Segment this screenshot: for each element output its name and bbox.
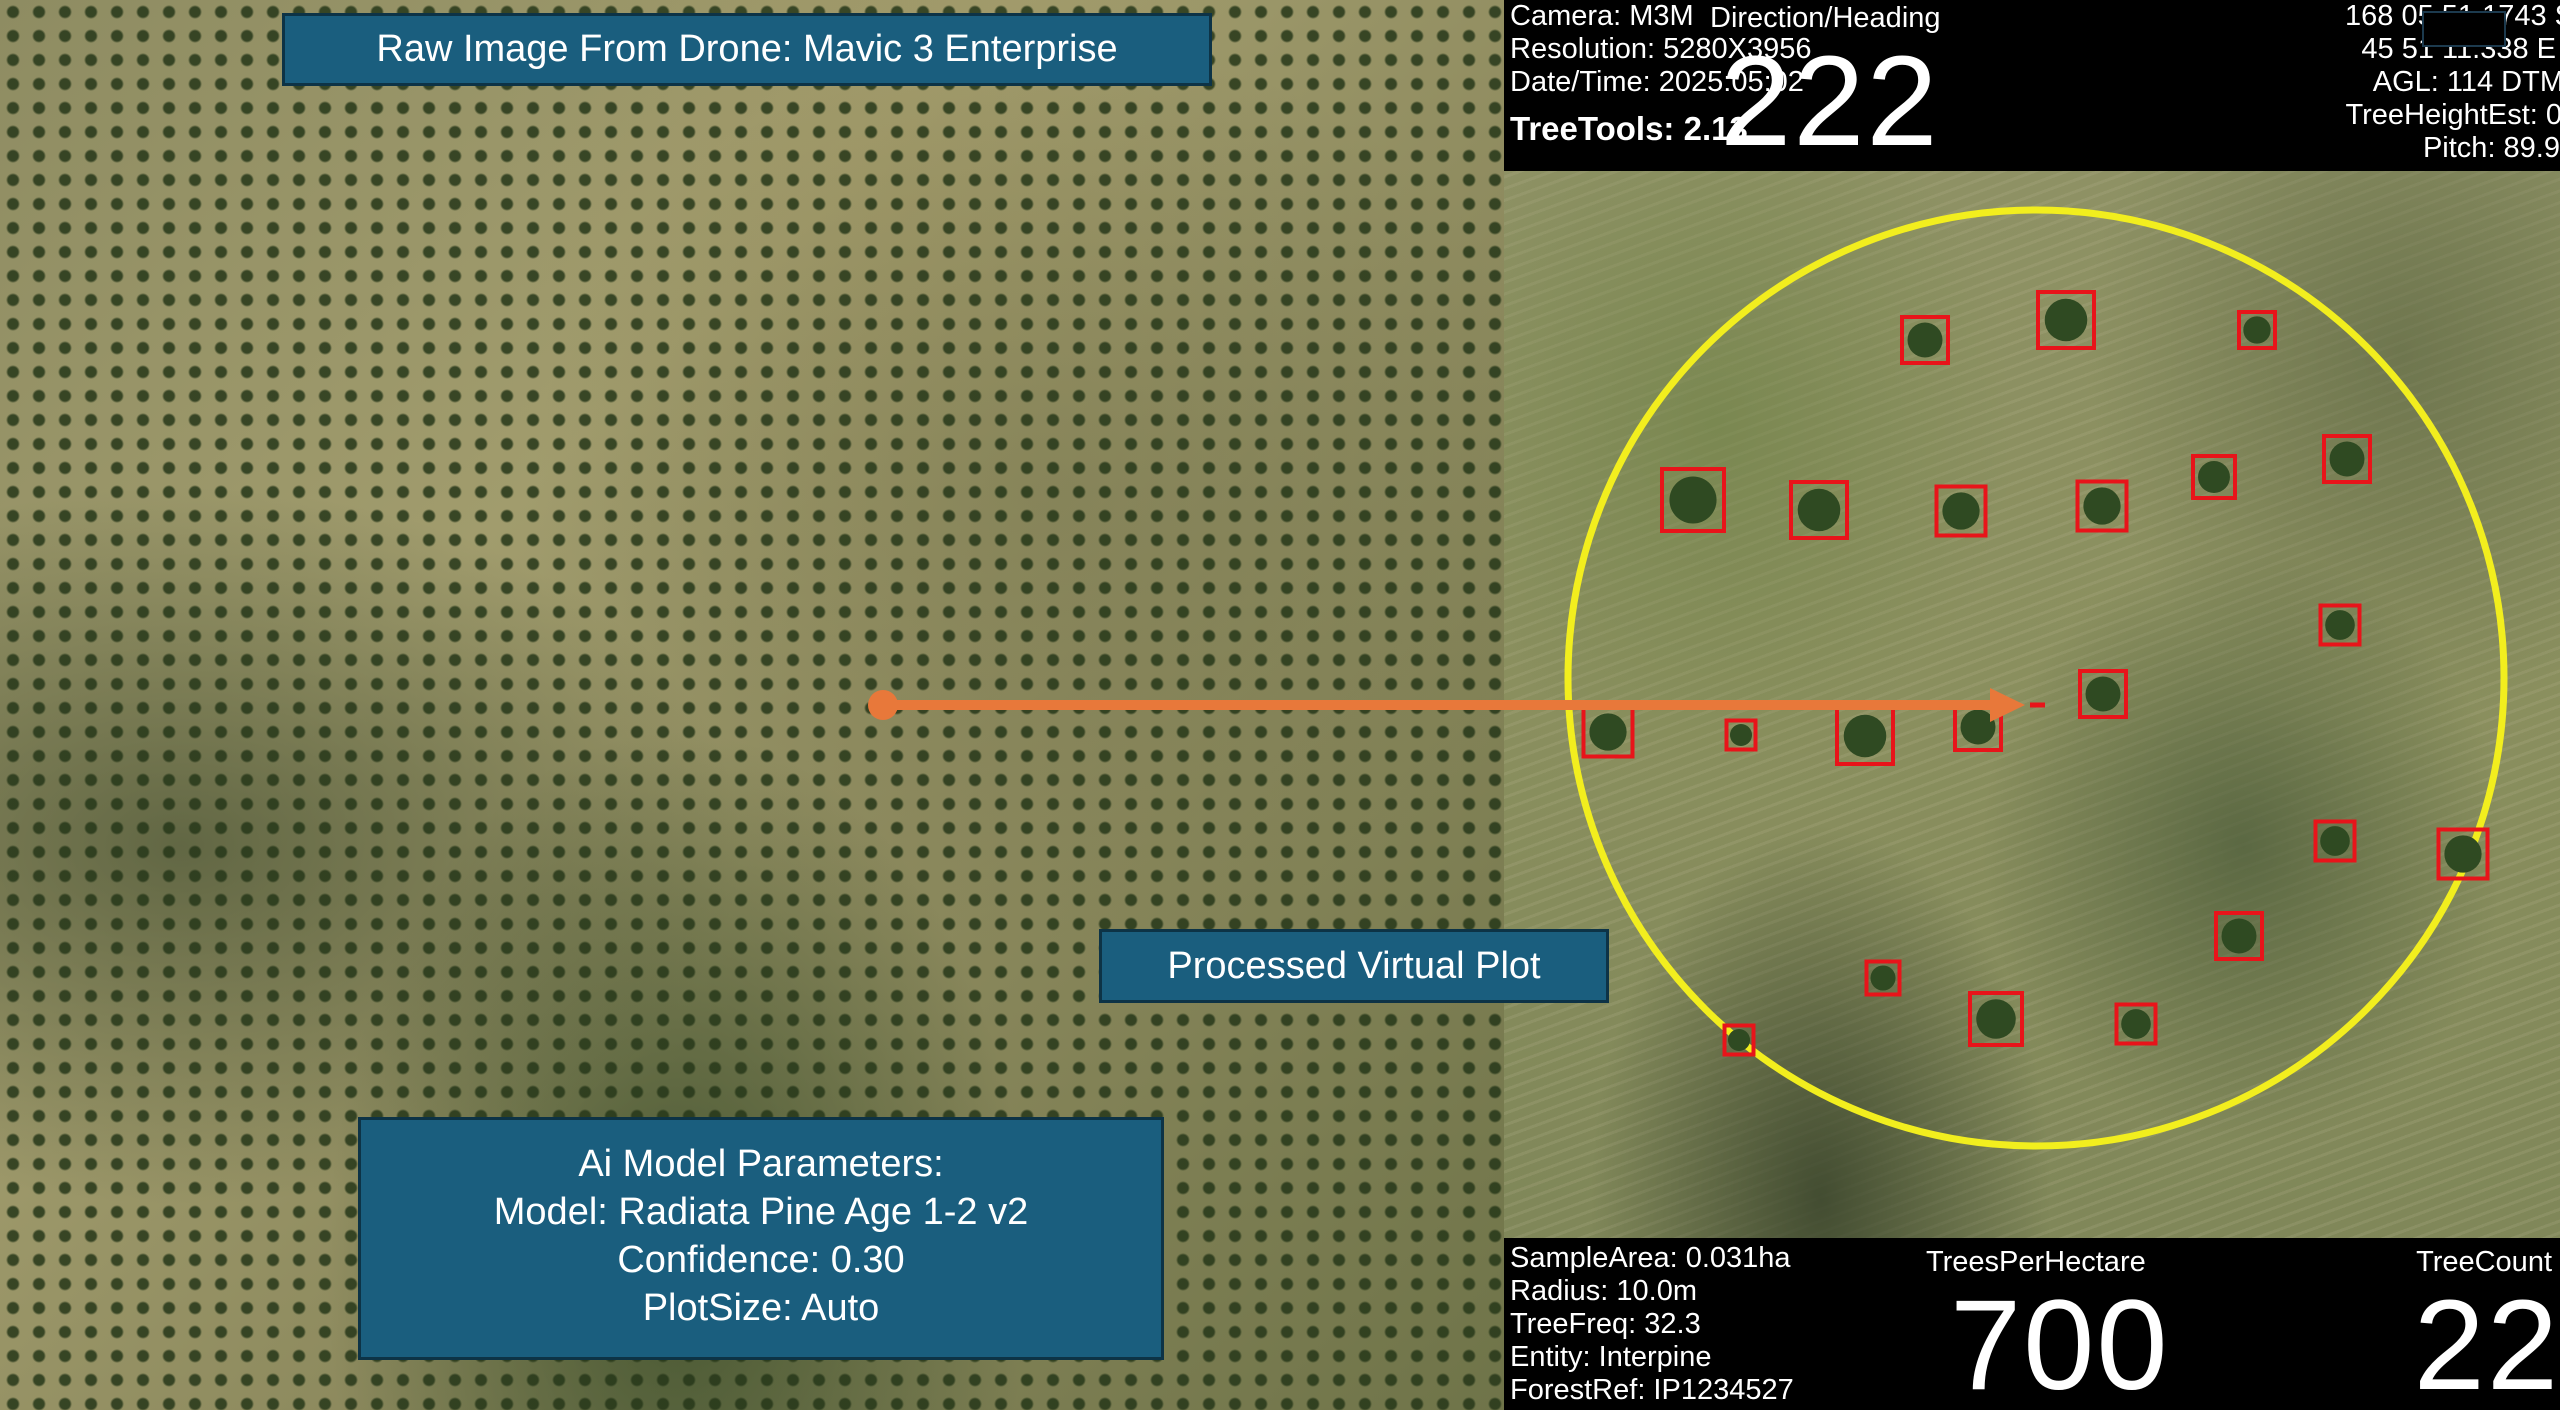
tree-crown: [2083, 487, 2121, 525]
tree-detection-box: [2075, 479, 2129, 533]
datetime: Date/Time: 2025:05:02: [1510, 66, 1804, 98]
tree-detection-box: [1864, 959, 1902, 997]
tree-crown: [2121, 1009, 2151, 1039]
forest-reference: ForestRef: IP1234527: [1510, 1374, 1794, 1406]
tree-detection-box: [2322, 434, 2372, 484]
tree-detection-box: [2114, 1002, 2158, 1046]
tree-crown: [2329, 441, 2365, 477]
tree-detection-box: [1724, 718, 1758, 752]
plot-size: PlotSize: Auto: [642, 1287, 880, 1329]
tree-crown: [1727, 1028, 1751, 1052]
tree-crown: [1942, 492, 1980, 530]
header-info-band: Camera: M3M Resolution: 5280X3956 Date/T…: [1504, 0, 2560, 171]
treetools-version: TreeTools: 2.13: [1510, 110, 1748, 147]
tree-crown: [1960, 709, 1996, 745]
tree-detection-box: [2214, 911, 2264, 961]
tree-detection-box: [2036, 290, 2096, 350]
tree-detection-box: [1789, 480, 1849, 540]
tree-detection-box: [2078, 669, 2128, 719]
tree-height-estimate: TreeHeightEst: 0: [2345, 99, 2560, 131]
pitch: Pitch: 89.9: [2422, 132, 2560, 164]
radius: Radius: 10.0m: [1510, 1275, 1697, 1307]
trees-per-hectare-value: 700: [1950, 1274, 2170, 1410]
entity: Entity: Interpine: [1510, 1341, 1712, 1373]
tree-crown: [2044, 298, 2088, 342]
processed-plot-label: Processed Virtual Plot: [1099, 929, 1609, 1003]
arrow: [868, 688, 2045, 722]
tree-crown: [2198, 461, 2230, 493]
raw-image-title: Raw Image From Drone: Mavic 3 Enterprise: [282, 13, 1212, 86]
plot-boundary-circle: [1564, 206, 2508, 1150]
tree-count-value: 22: [2413, 1274, 2560, 1410]
resolution: Resolution: 5280X3956: [1510, 33, 1812, 65]
tree-crown: [1870, 965, 1896, 991]
tree-detection-box: [2436, 827, 2490, 881]
tree-detection-box: [1968, 991, 2024, 1047]
tree-crown: [1589, 713, 1627, 751]
tree-detection-box: [1900, 315, 1950, 365]
confidence: Confidence: 0.30: [617, 1239, 905, 1281]
sample-area: SampleArea: 0.031ha: [1510, 1242, 1791, 1274]
camera: Camera: M3M: [1510, 0, 1694, 32]
tree-detection-box: [2237, 310, 2277, 350]
trees-per-hectare-label: TreesPerHectare: [1926, 1246, 2146, 1278]
heading-value: 222: [1720, 30, 1940, 173]
tree-detection-box: [2191, 454, 2237, 500]
redaction-box: [2422, 11, 2506, 47]
tree-detection-box: [2318, 603, 2362, 647]
tree-detection-box: [1722, 1023, 1756, 1057]
tree-crown: [1976, 999, 2016, 1039]
tree-detection-box: [2313, 819, 2357, 863]
tree-crown: [1843, 714, 1887, 758]
heading-label: Direction/Heading: [1710, 2, 1941, 34]
tree-count-label: TreeCount: [2416, 1246, 2552, 1278]
arrow-head-icon: [1990, 688, 2025, 722]
tree-frequency: TreeFreq: 32.3: [1510, 1308, 1701, 1340]
model-params-heading: Ai Model Parameters:: [578, 1143, 944, 1185]
model-parameters-panel: Ai Model Parameters: Model: Radiata Pine…: [358, 1117, 1164, 1360]
model-name: Model: Radiata Pine Age 1-2 v2: [493, 1191, 1029, 1233]
tree-crown: [2221, 918, 2257, 954]
tree-crown: [1797, 488, 1841, 532]
tree-crown: [2320, 826, 2350, 856]
tree-crown: [1907, 322, 1943, 358]
tree-crown: [2085, 676, 2121, 712]
tree-crown: [2325, 610, 2355, 640]
tree-detection-box: [1934, 484, 1988, 538]
arrow-origin-dot: [868, 690, 898, 720]
tree-crown: [1729, 723, 1753, 747]
tree-crown: [1669, 476, 1717, 524]
tree-detections: [1581, 290, 2490, 1057]
tree-crown: [2444, 835, 2482, 873]
tree-detection-box: [1660, 467, 1726, 533]
footer-stats-band: SampleArea: 0.031ha Radius: 10.0m TreeFr…: [1504, 1238, 2560, 1410]
tree-crown: [2243, 316, 2271, 344]
agl: AGL: 114 DTM: [2372, 66, 2560, 98]
